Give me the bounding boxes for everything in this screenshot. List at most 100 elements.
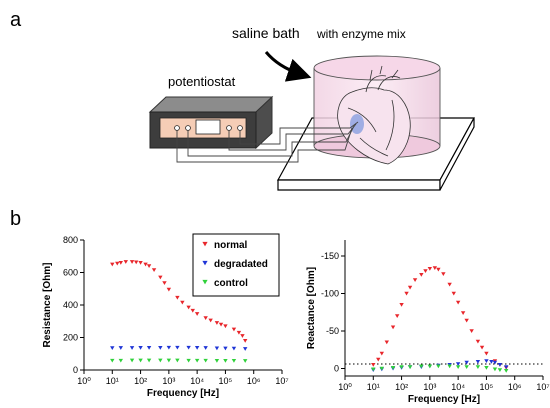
y-tick-label: 0: [73, 365, 78, 375]
data-point: [484, 351, 489, 356]
data-point: [242, 338, 248, 343]
legend-marker: [202, 241, 208, 247]
data-point: [240, 334, 245, 338]
x-tick-label: 10³: [423, 382, 436, 392]
data-point: [455, 365, 461, 369]
data-point: [399, 365, 404, 369]
data-point: [110, 346, 115, 351]
y-tick-label: -100: [321, 289, 339, 299]
data-point: [166, 345, 172, 350]
data-point: [455, 362, 461, 366]
data-point: [115, 261, 120, 266]
y-axis-title: Reactance [Ohm]: [306, 267, 317, 349]
data-point: [390, 365, 396, 370]
data-point: [503, 365, 509, 369]
data-point: [146, 358, 152, 363]
data-point: [503, 368, 509, 373]
y-tick-label: 800: [63, 235, 78, 245]
data-point: [138, 358, 143, 363]
saline-bath-label: saline bath: [232, 25, 300, 41]
data-point: [436, 364, 441, 369]
data-point: [194, 345, 200, 350]
data-point: [162, 281, 167, 286]
data-point: [371, 367, 376, 372]
data-point: [110, 358, 115, 363]
data-point: [203, 316, 208, 320]
series-normal: [371, 266, 509, 370]
data-point: [371, 362, 376, 367]
data-point: [231, 358, 237, 363]
x-tick-label: 10⁷: [536, 382, 549, 392]
data-point: [475, 365, 481, 369]
data-point: [412, 278, 418, 282]
x-tick-label: 10⁶: [508, 382, 522, 392]
data-point: [146, 264, 152, 268]
data-point: [399, 302, 404, 307]
data-point: [455, 300, 461, 305]
data-point: [129, 346, 135, 350]
x-tick-label: 10⁰: [338, 382, 352, 392]
data-point: [166, 287, 172, 292]
data-point: [186, 345, 191, 350]
data-point: [166, 358, 172, 363]
data-point: [423, 269, 428, 273]
x-tick-label: 10⁵: [480, 382, 494, 392]
y-tick-label: 200: [63, 333, 78, 343]
data-point: [175, 295, 180, 300]
x-tick-label: 10⁶: [247, 376, 261, 386]
data-point: [214, 321, 220, 325]
data-point: [158, 275, 163, 280]
x-tick-label: 10⁴: [451, 382, 465, 392]
x-tick-label: 10⁵: [219, 376, 233, 386]
data-point: [194, 358, 200, 363]
data-point: [214, 358, 220, 363]
data-point: [175, 358, 180, 363]
data-point: [146, 345, 152, 350]
data-point: [218, 322, 224, 327]
data-point: [203, 358, 208, 363]
data-point: [460, 311, 466, 315]
enzyme-mix-label: with enzyme mix: [316, 27, 406, 41]
x-tick-label: 10⁴: [190, 376, 204, 386]
data-point: [497, 368, 503, 372]
data-point: [419, 272, 424, 277]
data-point: [379, 351, 385, 356]
data-point: [384, 340, 389, 345]
data-point: [194, 312, 200, 316]
data-point: [497, 362, 503, 367]
data-point: [129, 358, 135, 363]
data-point: [492, 367, 498, 372]
series-control: [371, 364, 509, 373]
data-point: [138, 345, 143, 350]
legend-entry: control: [214, 278, 248, 289]
data-point: [223, 358, 228, 363]
x-axis-title: Frequency [Hz]: [408, 394, 480, 405]
legend: normal degradated control: [192, 233, 280, 297]
data-point: [464, 365, 469, 369]
y-tick-label: 0: [334, 364, 339, 374]
data-point: [441, 272, 446, 276]
data-point: [175, 345, 180, 350]
resistance-chart: 10⁰ 10¹ 10² 10³ 10⁴ 10⁵ 10⁶ 10⁷ 0 200 400 600 800 F…: [42, 233, 289, 399]
data-point: [379, 366, 385, 371]
data-point: [129, 260, 135, 264]
data-point: [427, 266, 433, 271]
data-point: [214, 346, 220, 351]
x-tick-label: 10⁰: [77, 376, 91, 386]
x-axis-title: Frequency [Hz]: [147, 388, 219, 399]
data-point: [407, 365, 413, 369]
data-point: [180, 300, 185, 305]
x-tick-label: 10³: [162, 376, 175, 386]
data-point: [203, 346, 208, 350]
data-point: [436, 267, 441, 272]
y-tick-label: 400: [63, 300, 78, 310]
x-tick-label: 10²: [395, 382, 408, 392]
data-point: [190, 308, 195, 313]
legend-entry: degradated: [214, 259, 268, 270]
legend-entry: normal: [214, 240, 248, 251]
data-point: [464, 360, 469, 365]
panel-a-label: a: [10, 9, 22, 31]
data-point: [158, 358, 163, 363]
data-point: [118, 358, 124, 363]
